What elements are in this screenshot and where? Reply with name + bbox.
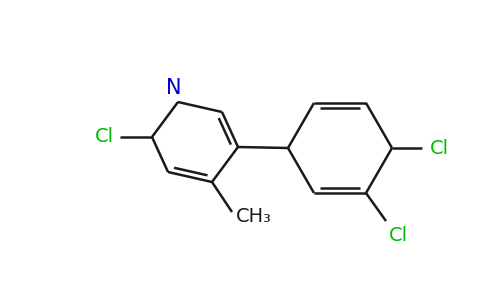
- Text: Cl: Cl: [429, 139, 449, 158]
- Text: CH₃: CH₃: [236, 206, 272, 226]
- Text: Cl: Cl: [94, 128, 114, 146]
- Text: Cl: Cl: [389, 226, 408, 244]
- Text: N: N: [166, 78, 182, 98]
